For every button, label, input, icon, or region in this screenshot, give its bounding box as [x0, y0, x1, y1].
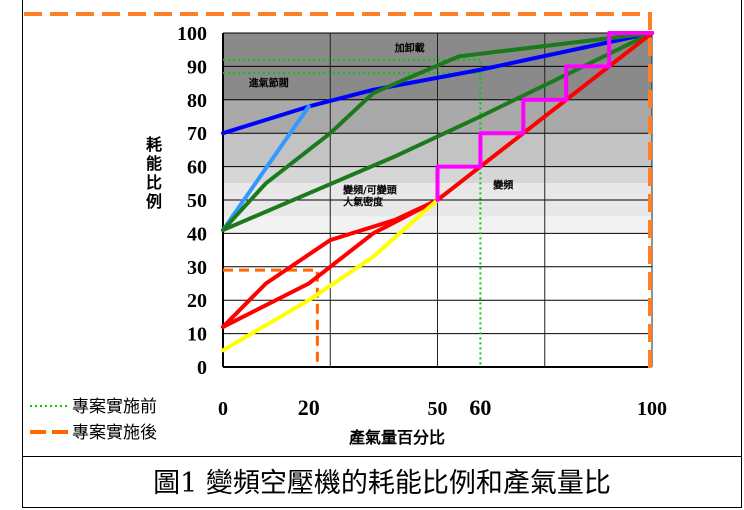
y-tick-label: 90 [187, 56, 207, 78]
y-tick-label: 60 [187, 157, 207, 179]
y-tick-label: 100 [177, 23, 207, 45]
x-axis-label: 產氣量百分比 [349, 428, 445, 447]
before-reference-line [223, 58, 482, 367]
figure-frame [22, 0, 742, 508]
series-line [221, 31, 654, 136]
y-axis-label-char: 比 [146, 173, 162, 192]
x-tick-label: 0 [218, 398, 228, 420]
y-tick-label: 20 [187, 290, 207, 312]
x-tick-label: 50 [428, 398, 448, 420]
series-line [221, 198, 440, 329]
y-axis-label-char: 耗 [146, 135, 162, 154]
y-tick-label: 50 [187, 190, 207, 212]
region-label: 變頻/可變頭大氣密度 [342, 183, 398, 208]
series-line [221, 198, 440, 353]
x-tick-label: 100 [637, 398, 667, 420]
region-label: 變頻 [492, 178, 513, 191]
y-tick-label: 80 [187, 90, 207, 112]
caption-separator [22, 456, 742, 457]
dashed-orange-frame [24, 12, 652, 376]
orange-dashed-border [24, 12, 652, 376]
y-tick-labels: 0 10 20 30 40 50 60 70 80 90 100 [177, 23, 207, 379]
y-tick-label: 70 [187, 123, 207, 145]
legend-label: 專案實施後 [72, 423, 157, 443]
series-line [435, 31, 654, 202]
reference-lines [223, 58, 482, 367]
series-lines [221, 31, 654, 353]
figure-caption: 圖1 變頻空壓機的耗能比例和產氣量比 [153, 468, 611, 499]
series-line [221, 104, 311, 233]
legend-label: 專案實施前 [72, 397, 157, 417]
y-tick-label: 0 [197, 357, 207, 379]
y-axis-label-char: 例 [146, 192, 162, 211]
axis-labels: 耗能比例 產氣量百分比 [146, 135, 445, 447]
y-tick-label: 10 [187, 324, 207, 346]
region-label: 進氣節閥 [249, 76, 289, 89]
y-tick-label: 40 [187, 223, 207, 245]
region-label: 加卸載 [394, 41, 425, 54]
y-axis-label: 耗能比例 [146, 135, 162, 211]
series-line [221, 31, 654, 233]
y-tick-label: 30 [187, 257, 207, 279]
y-axis-label-char: 能 [146, 154, 162, 173]
series-line [221, 31, 654, 233]
x-tick-label: 60 [469, 395, 491, 420]
x-tick-labels: 0 20 50 60 100 [218, 395, 667, 420]
chart: 0 10 20 30 40 50 60 70 80 90 100 0 20 50 60 100 加卸載進氣節… [24, 12, 667, 447]
x-tick-label: 20 [298, 395, 320, 420]
